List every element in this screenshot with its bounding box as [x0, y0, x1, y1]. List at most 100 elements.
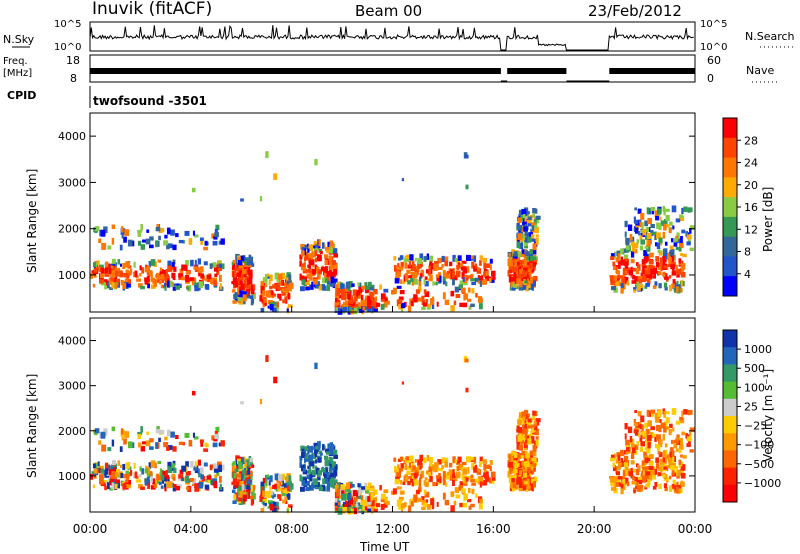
velocity-cell — [616, 471, 620, 476]
power-cell — [371, 306, 374, 312]
velocity-cell — [264, 500, 267, 506]
power-cell — [479, 255, 483, 260]
power-cell — [326, 260, 332, 265]
power-cell — [109, 280, 112, 285]
power-cell — [394, 278, 400, 284]
power-cell — [429, 275, 433, 282]
velocity-cell — [535, 418, 541, 423]
power-cell — [639, 235, 643, 240]
power-cell — [92, 283, 96, 288]
velocity-cell — [265, 355, 269, 362]
power-cell — [458, 263, 463, 268]
velocity-cell — [396, 486, 402, 490]
velocity-cell — [128, 480, 131, 485]
power-cell — [485, 274, 490, 281]
velocity-cell — [469, 459, 474, 462]
power-cell — [303, 265, 306, 271]
power-cell — [103, 226, 108, 233]
noise-panel: N.Sky 10^5 10^0 10^5 10^0 N.Search — [3, 19, 795, 53]
velocity-cell — [613, 453, 617, 460]
velocity-cell — [100, 468, 105, 473]
power-cell — [404, 256, 409, 262]
power-cell — [513, 267, 518, 273]
velocity-cell — [239, 471, 244, 475]
velocity-cell — [470, 456, 475, 461]
velocity-cell — [638, 421, 642, 426]
power-cell — [122, 282, 127, 289]
power-cell — [523, 226, 528, 232]
velocity-cell — [464, 358, 469, 363]
power-cell — [444, 260, 449, 267]
power-cell — [314, 258, 318, 263]
velocity-cell — [367, 496, 371, 502]
power-colorbar-tick-label: 8 — [744, 246, 751, 259]
velocity-cell — [526, 462, 531, 470]
velocity-cell — [533, 421, 537, 426]
velocity-cell — [314, 451, 318, 458]
power-cell — [532, 262, 537, 266]
power-cell — [148, 261, 151, 268]
velocity-cell — [669, 451, 672, 458]
velocity-cell — [370, 492, 374, 499]
velocity-cell — [611, 486, 616, 491]
power-cell — [98, 238, 102, 243]
freq-tick-bottom: 8 — [70, 72, 77, 85]
power-cell — [652, 231, 657, 235]
power-cell — [341, 293, 346, 301]
velocity-cell — [615, 482, 621, 487]
power-cell — [622, 269, 626, 276]
power-cell — [189, 277, 195, 281]
power-cell — [140, 285, 145, 290]
velocity-cell — [304, 455, 309, 460]
power-cell — [489, 277, 495, 283]
power-cell — [518, 228, 523, 233]
power-cell — [680, 271, 686, 278]
power-cell — [515, 267, 521, 274]
velocity-cell — [394, 466, 397, 473]
power-cell — [414, 257, 417, 262]
velocity-cell — [251, 464, 255, 468]
velocity-cell — [342, 507, 348, 512]
velocity-cell — [485, 471, 489, 477]
velocity-cell — [250, 495, 254, 500]
velocity-cell — [181, 477, 185, 482]
power-cell — [138, 283, 143, 288]
power-cell — [624, 263, 629, 269]
velocity-cell — [422, 502, 428, 507]
power-cell — [491, 270, 496, 277]
velocity-cell — [284, 496, 288, 501]
velocity-cell — [302, 469, 307, 475]
velocity-cell — [192, 390, 196, 396]
power-cell — [638, 219, 642, 223]
power-cell — [250, 261, 253, 265]
velocity-cell — [415, 489, 420, 495]
velocity-cell — [299, 462, 302, 468]
velocity-cell — [675, 486, 679, 493]
power-cell — [198, 281, 203, 288]
velocity-cell — [620, 483, 624, 489]
power-cell — [656, 222, 661, 229]
power-cell — [529, 272, 532, 276]
power-cell — [336, 295, 340, 302]
power-cell — [518, 280, 523, 288]
velocity-cell — [247, 470, 253, 477]
velocity-cell — [299, 455, 303, 461]
velocity-cell — [639, 447, 644, 452]
velocity-cell — [194, 436, 199, 440]
power-cell — [633, 287, 637, 292]
velocity-cell — [528, 434, 533, 442]
velocity-cell — [117, 460, 121, 466]
velocity-cell — [458, 485, 463, 490]
velocity-cell — [508, 454, 511, 461]
velocity-cell — [645, 483, 650, 488]
power-cell — [417, 258, 423, 265]
power-cell — [534, 226, 539, 234]
velocity-cell — [418, 480, 422, 488]
power-cell — [164, 280, 168, 287]
velocity-cell — [509, 465, 515, 472]
power-cell — [400, 302, 406, 309]
velocity-cell — [532, 426, 535, 433]
power-cell — [444, 256, 449, 261]
